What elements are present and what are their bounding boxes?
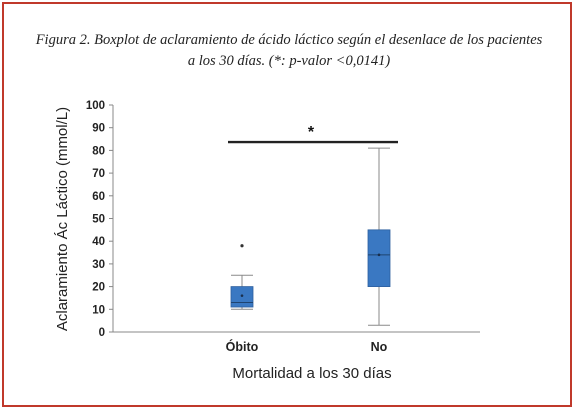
y-axis-label: Aclaramiento Ác Láctico (mmol/L) [54,107,71,331]
y-tick-label: 0 [99,327,105,339]
iqr-box [367,229,391,288]
box-no: No [367,147,391,354]
y-tick-label: 40 [92,236,105,248]
x-tick-label: No [371,340,388,354]
caption-line-1: Figura 2. Boxplot de aclaramiento de áci… [35,32,543,48]
mean-marker [240,294,244,297]
significance-annotation: * [228,124,398,144]
significance-star: * [308,124,315,141]
y-tick-label: 30 [92,259,105,271]
y-tick-label: 70 [92,168,105,180]
figure-frame: Figura 2. Boxplot de aclaramiento de áci… [2,2,572,407]
y-tick-label: 90 [92,123,105,135]
x-axis-label: Mortalidad a los 30 días [232,365,391,382]
chart-axes [112,105,480,333]
figure-caption: Figura 2. Boxplot de aclaramiento de áci… [4,30,574,72]
outlier-point [240,244,244,248]
mean-marker [377,253,381,257]
y-tick-label: 20 [92,282,105,294]
y-ticks: 0 10 20 30 40 50 60 70 80 90 100 [86,100,113,339]
caption-line-2: a los 30 días. (*: p-valor <0,0141) [187,53,391,69]
y-tick-label: 100 [86,100,105,112]
box-obito: Óbito [226,244,259,354]
x-tick-label: Óbito [226,339,259,354]
y-tick-label: 60 [92,191,105,203]
y-tick-label: 80 [92,145,105,157]
boxes: Óbito No [226,147,391,354]
y-tick-label: 50 [92,214,105,226]
y-tick-label: 10 [92,304,105,316]
